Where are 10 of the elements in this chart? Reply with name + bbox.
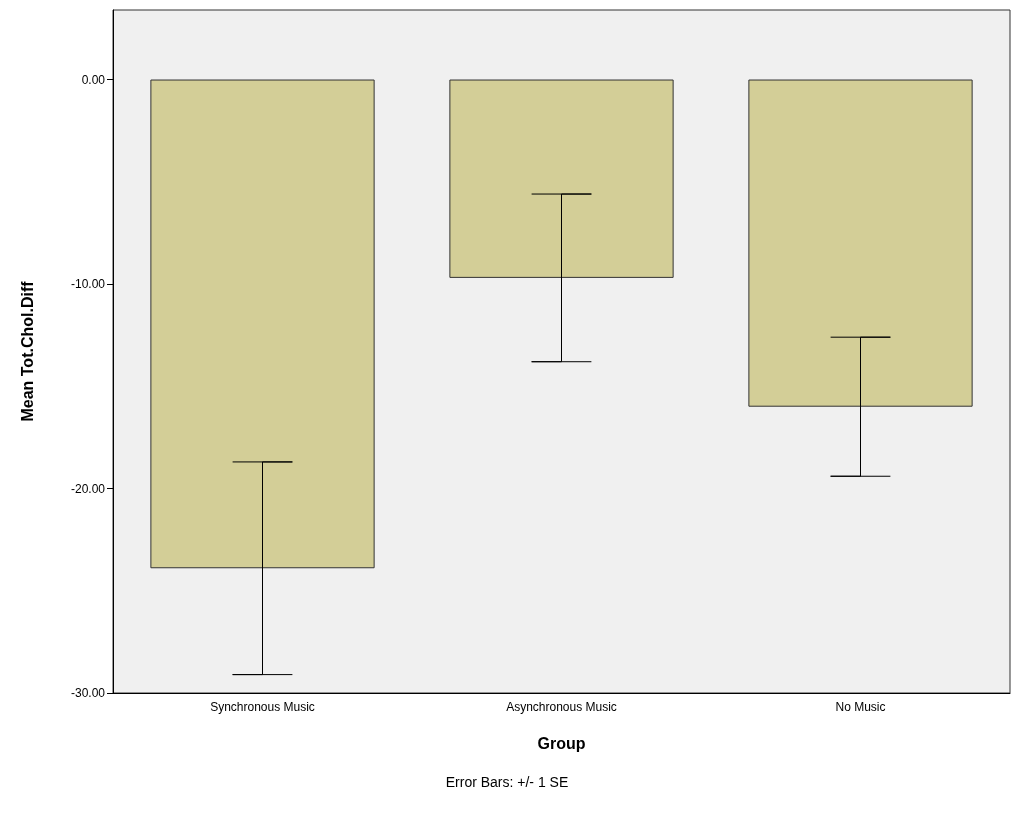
y-tick-label: -30.00	[70, 686, 106, 700]
y-tick-label: -10.00	[70, 277, 106, 292]
x-tick-label: No Music	[835, 700, 886, 714]
x-tick-label: Synchronous Music	[210, 700, 315, 714]
y-tick-label: 0.00	[81, 72, 106, 87]
y-axis-title: Mean Tot.Chol.Diff	[18, 280, 36, 422]
x-axis-title: Group	[537, 734, 586, 752]
x-tick-label: Asynchronous Music	[506, 700, 617, 714]
text: Error Bars: +/- 1 SE	[445, 774, 569, 790]
y-tick-label: -20.00	[70, 481, 106, 496]
